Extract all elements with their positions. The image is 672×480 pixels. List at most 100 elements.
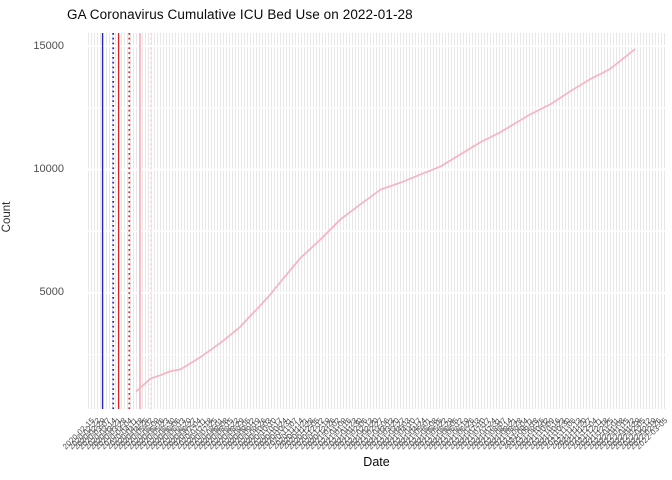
x-tick: 2021-05-08 <box>233 410 439 451</box>
x-tick: 2020-08-29 <box>40 410 246 451</box>
x-tick-label: 2021-10-16 <box>526 416 563 452</box>
x-tick-label: 2020-08-08 <box>195 416 231 452</box>
x-tick: 2021-04-10 <box>211 410 417 451</box>
x-tick: 2020-08-08 <box>24 410 230 451</box>
x-tick-label: 2020-10-17 <box>248 416 284 452</box>
x-tick: 2020-09-19 <box>56 410 262 451</box>
x-tick-label: 2020-10-10 <box>243 416 279 452</box>
x-tick: 2021-08-28 <box>318 410 524 451</box>
x-tick-label: 2021-02-20 <box>344 416 381 452</box>
x-tick: 2021-03-06 <box>185 410 391 451</box>
x-tick: 2021-02-20 <box>174 410 380 451</box>
x-tick-label: 2020-08-22 <box>205 416 242 452</box>
x-tick: 2021-12-18 <box>404 410 610 451</box>
x-tick-label: 2020-03-07 <box>77 416 113 452</box>
x-tick-label: 2021-07-03 <box>446 416 482 452</box>
x-tick-label: 2020-04-11 <box>104 416 140 451</box>
x-tick: 2020-07-25 <box>13 410 219 451</box>
series-line-cumulative-icu-bed-use <box>135 48 636 393</box>
x-tick-label: 2020-05-23 <box>136 416 172 452</box>
x-tick-label: 2020-08-15 <box>200 416 236 452</box>
x-tick: 2021-12-04 <box>393 410 599 451</box>
x-tick: 2020-02-15 <box>0 410 96 451</box>
x-tick: 2021-05-01 <box>227 410 433 451</box>
x-tick-label: 2020-09-26 <box>232 416 268 452</box>
x-tick: 2020-06-06 <box>0 410 182 451</box>
x-tick-label: 2020-03-21 <box>88 416 124 452</box>
x-tick-label: 2021-09-25 <box>510 416 547 452</box>
x-tick: 2020-04-04 <box>0 410 134 451</box>
x-tick: 2020-06-13 <box>0 410 187 451</box>
x-tick-label: 2021-03-13 <box>360 416 397 452</box>
x-tick-label: 2022-01-08 <box>590 416 627 452</box>
x-tick: 2021-04-24 <box>222 410 428 451</box>
x-tick-label: 2021-04-17 <box>387 416 423 452</box>
x-tick-label: 2021-05-01 <box>398 416 434 452</box>
x-tick: 2020-05-16 <box>0 410 166 451</box>
x-tick-label: 2021-08-14 <box>478 416 514 452</box>
x-tick-label: 2020-07-25 <box>184 416 220 452</box>
x-tick-label: 2021-10-30 <box>537 416 573 452</box>
x-tick: 2020-02-29 <box>0 410 107 451</box>
x-tick: 2021-07-10 <box>281 410 487 451</box>
x-tick: 2022-01-29 <box>436 410 642 451</box>
x-tick-label: 2021-12-18 <box>574 416 611 452</box>
x-tick-label: 2021-10-23 <box>532 416 568 452</box>
x-tick: 2021-03-20 <box>195 410 401 451</box>
x-tick: 2021-11-06 <box>372 410 578 451</box>
x-tick: 2022-02-05 <box>441 410 647 451</box>
x-tick-label: 2021-02-06 <box>334 416 370 452</box>
x-tick: 2020-06-27 <box>0 410 198 451</box>
x-tick-label: 2021-01-02 <box>307 416 343 452</box>
x-tick-label: 2021-09-18 <box>505 416 541 452</box>
x-tick: 2021-02-06 <box>163 410 369 451</box>
x-tick: 2021-01-30 <box>158 410 364 451</box>
x-tick-label: 2021-05-08 <box>403 416 440 452</box>
x-tick-label: 2020-11-28 <box>281 416 316 451</box>
x-tick: 2021-10-30 <box>366 410 572 451</box>
x-tick: 2021-09-18 <box>334 410 540 451</box>
x-tick: 2020-05-23 <box>0 410 171 451</box>
x-tick: 2021-01-23 <box>152 410 358 451</box>
x-tick: 2020-04-25 <box>0 410 150 451</box>
x-tick: 2021-12-11 <box>399 410 605 451</box>
x-tick-label: 2021-01-09 <box>312 416 349 452</box>
x-tick: 2020-11-21 <box>104 410 311 451</box>
x-tick-label: 2020-03-14 <box>82 416 119 452</box>
x-tick: 2020-12-19 <box>126 410 332 451</box>
chart-title: GA Coronavirus Cumulative ICU Bed Use on… <box>67 7 413 22</box>
x-tick-label: 2020-02-29 <box>72 416 108 452</box>
x-tick: 2021-01-02 <box>136 410 342 451</box>
x-tick-label: 2020-09-12 <box>221 416 258 452</box>
x-tick: 2021-12-25 <box>409 410 615 451</box>
y-tick-label: 10000 <box>33 163 64 176</box>
x-tick-label: 2022-03-05 <box>633 416 670 452</box>
x-tick: 2020-11-07 <box>94 410 300 451</box>
x-tick-label: 2022-01-01 <box>585 416 621 452</box>
x-tick-label: 2021-08-28 <box>489 416 525 452</box>
x-tick-label: 2020-12-12 <box>291 416 327 452</box>
x-tick-label: 2020-05-30 <box>141 416 177 452</box>
x-tick: 2020-04-11 <box>0 410 140 451</box>
x-tick: 2021-05-15 <box>238 410 444 451</box>
x-tick-label: 2021-04-24 <box>393 416 429 452</box>
x-tick: 2020-03-07 <box>0 410 112 451</box>
x-tick: 2020-11-28 <box>110 410 316 451</box>
x-tick: 2021-01-09 <box>142 410 348 451</box>
x-tick-label: 2022-01-15 <box>596 416 632 452</box>
x-tick: 2021-07-03 <box>275 410 482 451</box>
x-tick: 2021-06-05 <box>254 410 460 451</box>
x-tick: 2020-10-17 <box>78 410 284 451</box>
x-tick: 2022-02-19 <box>452 410 658 451</box>
x-tick-label: 2021-06-05 <box>425 416 461 452</box>
x-tick-label: 2020-11-21 <box>275 416 311 451</box>
x-tick-label: 2021-09-11 <box>500 416 536 451</box>
x-tick: 2020-07-11 <box>3 410 209 451</box>
x-tick-label: 2020-12-05 <box>286 416 322 452</box>
x-tick: 2021-07-31 <box>297 410 503 451</box>
x-tick: 2021-03-27 <box>201 410 407 451</box>
x-tick-label: 2021-03-27 <box>371 416 407 452</box>
x-tick-label: 2020-12-19 <box>296 416 333 452</box>
x-tick-label: 2022-01-22 <box>601 416 637 452</box>
x-tick-label: 2020-06-13 <box>152 416 188 452</box>
